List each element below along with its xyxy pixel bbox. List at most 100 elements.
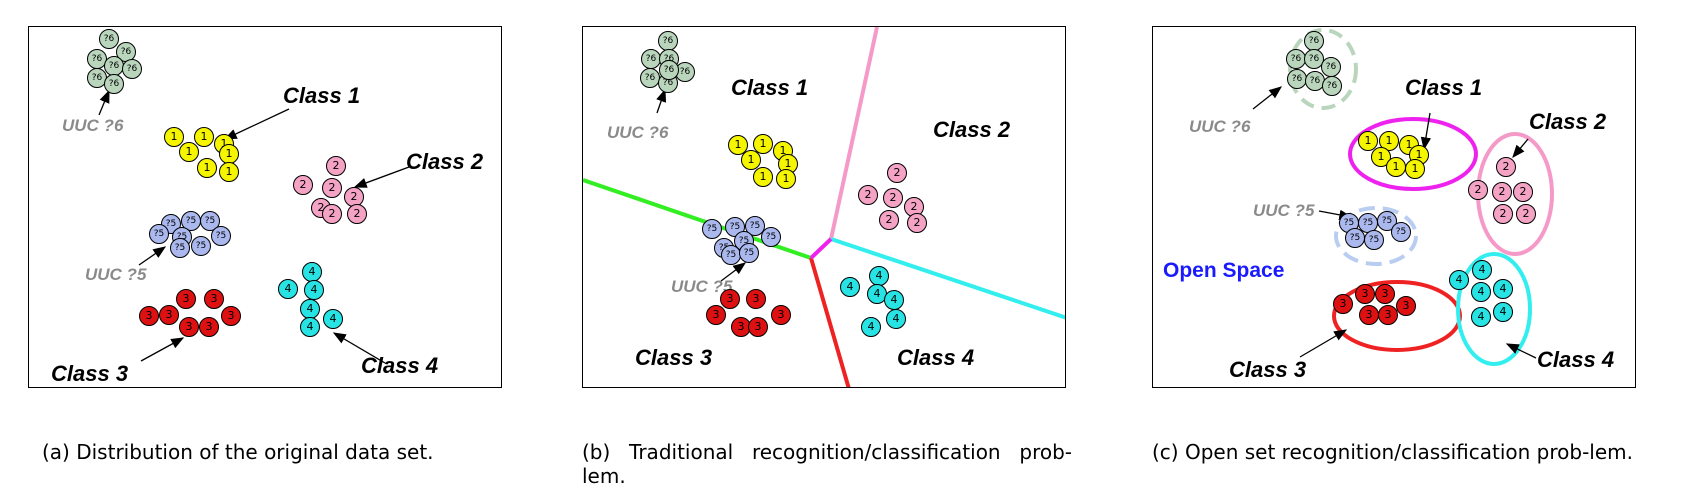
data-point-c1: 1 (179, 142, 199, 162)
class3-label: Class 3 (51, 361, 129, 386)
data-point-c2: 2 (1468, 180, 1488, 200)
class3-label: Class 3 (1229, 357, 1307, 382)
data-point-c1: 1 (1358, 131, 1378, 151)
arrow-class4 (332, 332, 386, 364)
data-point-u6: ?6 (1287, 69, 1307, 89)
data-point-c2: 2 (1513, 182, 1533, 202)
data-point-c3: 3 (176, 289, 196, 309)
data-point-c2: 2 (879, 210, 899, 230)
data-point-c3: 3 (199, 317, 219, 337)
class2-label: Class 2 (933, 117, 1011, 142)
data-point-c2: 2 (322, 178, 342, 198)
data-point-u5: ?5 (1364, 230, 1384, 250)
uuc5-label: UUC ?5 (1253, 201, 1315, 220)
data-point-c1: 1 (753, 134, 773, 154)
data-point-u5: ?5 (149, 224, 169, 244)
data-point-c2: 2 (1492, 182, 1512, 202)
uuc5-label: UUC ?5 (671, 277, 733, 296)
data-point-c3: 3 (1396, 296, 1416, 316)
arrow-class1-c (1420, 112, 1432, 151)
data-point-u6: ?6 (640, 68, 660, 88)
class4-label: Class 4 (1537, 347, 1615, 372)
data-point-u6: ?6 (659, 60, 679, 80)
data-point-c2: 2 (293, 175, 313, 195)
data-point-c4: 4 (300, 299, 320, 319)
data-point-u5: ?5 (1345, 228, 1365, 248)
uuc6-label: UUC ?6 (607, 123, 669, 142)
data-point-u6: ?6 (104, 56, 124, 76)
data-point-c2: 2 (1493, 204, 1513, 224)
class4-region (1456, 252, 1532, 366)
data-point-c1: 1 (753, 167, 773, 187)
data-point-u6: ?6 (104, 74, 124, 94)
data-point-c3: 3 (204, 289, 224, 309)
uuc6-label: UUC ?6 (1189, 117, 1251, 136)
data-point-c4: 4 (869, 266, 889, 286)
caption-b: (b) Traditional recognition/classificati… (582, 440, 1072, 488)
data-point-c3: 3 (221, 306, 241, 326)
data-point-c2: 2 (322, 204, 342, 224)
arrow-class1 (223, 108, 290, 140)
data-point-c1: 1 (1405, 159, 1425, 179)
data-point-c2: 2 (347, 204, 367, 224)
arrow-uuc6 (98, 89, 110, 116)
data-point-u5: ?5 (745, 216, 765, 236)
data-point-u5: ?5 (200, 211, 220, 231)
data-point-u5: ?5 (739, 243, 759, 263)
data-point-c3: 3 (720, 289, 740, 309)
data-point-c3: 3 (1375, 284, 1395, 304)
data-point-c1: 1 (164, 127, 184, 147)
data-point-c4: 4 (1471, 307, 1491, 327)
uuc6-region (1288, 28, 1358, 110)
boundary-class1-class3 (583, 178, 812, 260)
boundary-class2-class4 (830, 237, 1065, 320)
arrow-class2-c (1512, 138, 1529, 158)
panel-a: Class 1 Class 2 Class 3 Class 4 UUC ?6 U… (28, 26, 502, 388)
data-point-c4: 4 (278, 279, 298, 299)
data-point-c3: 3 (1378, 305, 1398, 325)
data-point-c4: 4 (1493, 302, 1513, 322)
data-point-c4: 4 (302, 262, 322, 282)
class2-label: Class 2 (1529, 109, 1607, 134)
arrow-uuc5-b (720, 262, 747, 282)
boundary-class3-class4 (809, 257, 851, 387)
data-point-u6: ?6 (1321, 57, 1341, 77)
data-point-u5: ?5 (1391, 222, 1411, 242)
data-point-c4: 4 (886, 309, 906, 329)
data-point-u6: ?6 (1304, 31, 1324, 51)
data-point-u6: ?6 (122, 59, 142, 79)
class4-label: Class 4 (361, 353, 439, 378)
class2-label: Class 2 (406, 149, 484, 174)
data-point-c4: 4 (304, 280, 324, 300)
data-point-c4: 4 (884, 290, 904, 310)
data-point-c1: 1 (197, 158, 217, 178)
data-point-c4: 4 (861, 317, 881, 337)
data-point-c1: 1 (219, 162, 239, 182)
data-point-c3: 3 (746, 289, 766, 309)
data-point-u5: ?5 (761, 227, 781, 247)
class1-label: Class 1 (1405, 75, 1483, 100)
arrow-class4-c (1505, 343, 1537, 359)
data-point-u5: ?5 (191, 236, 211, 256)
uuc5-region (1334, 206, 1418, 266)
boundary-class1-class2 (829, 27, 879, 240)
data-point-c4: 4 (1493, 279, 1513, 299)
data-point-c3: 3 (771, 305, 791, 325)
arrow-uuc5 (138, 246, 167, 266)
data-point-c1: 1 (776, 169, 796, 189)
data-point-u6: ?6 (641, 49, 661, 69)
data-point-u6: ?6 (1286, 49, 1306, 69)
data-point-u5: ?5 (170, 238, 190, 258)
data-point-c3: 3 (159, 305, 179, 325)
class4-label: Class 4 (897, 345, 975, 370)
data-point-c4: 4 (300, 317, 320, 337)
data-point-c3: 3 (179, 317, 199, 337)
data-point-c3: 3 (748, 317, 768, 337)
data-point-c3: 3 (1333, 294, 1353, 314)
arrow-class3 (140, 337, 185, 362)
data-point-u6: ?6 (658, 31, 678, 51)
data-point-c4: 4 (323, 309, 343, 329)
data-point-c1: 1 (1386, 157, 1406, 177)
data-point-c2: 2 (1516, 204, 1536, 224)
data-point-u5: ?5 (702, 219, 722, 239)
